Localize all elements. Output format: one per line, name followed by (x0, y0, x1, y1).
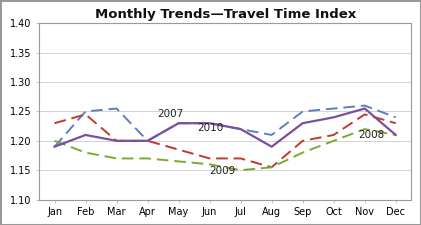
Text: 2007: 2007 (157, 109, 183, 119)
Text: 2008: 2008 (359, 130, 385, 140)
Text: 2009: 2009 (210, 166, 236, 176)
Title: Monthly Trends—Travel Time Index: Monthly Trends—Travel Time Index (94, 8, 356, 21)
Text: 2010: 2010 (197, 123, 224, 133)
